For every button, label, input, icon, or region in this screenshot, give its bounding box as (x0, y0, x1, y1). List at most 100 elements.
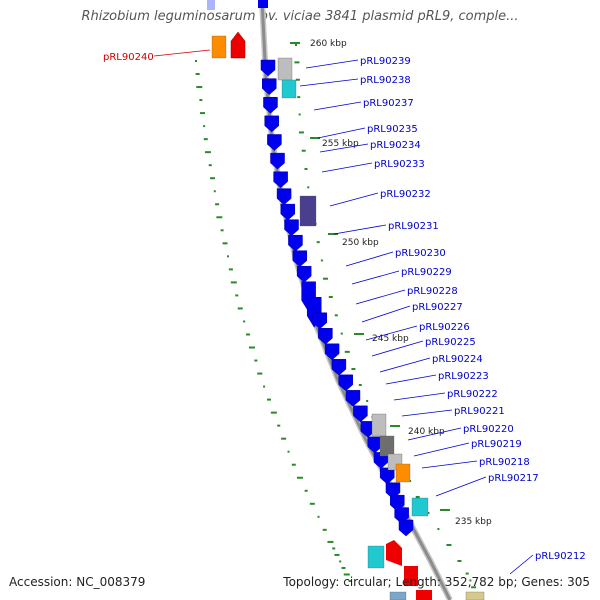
gc-skew-mark (228, 268, 233, 271)
gene-label-prl90212[interactable]: pRL90212 (535, 551, 586, 562)
leader-line (413, 442, 470, 457)
scale-tick-label: 250 kbp (342, 238, 379, 248)
leader-line (371, 340, 424, 357)
scale-tick-label: 240 kbp (408, 427, 445, 437)
gene-label-prl90231[interactable]: pRL90231 (388, 221, 439, 232)
gene-label-prl90237[interactable]: pRL90237 (363, 98, 414, 109)
gene-label-prl90221[interactable]: pRL90221 (454, 406, 505, 417)
scale-tick-label: 255 kbp (322, 139, 359, 149)
leader-line (317, 127, 366, 139)
gc-content-mark (358, 384, 362, 386)
gene-label-prl90228[interactable]: pRL90228 (407, 286, 458, 297)
gene-label-prl90238[interactable]: pRL90238 (360, 75, 411, 86)
gc-skew-mark (226, 255, 229, 258)
gc-content-mark (465, 572, 469, 575)
highlight-gene-arrow (230, 31, 246, 59)
gc-skew-mark (222, 242, 228, 245)
gc-content-mark (351, 368, 356, 370)
gene-arrow (292, 250, 308, 268)
gc-content-mark (295, 78, 300, 81)
gc-skew-mark (235, 294, 239, 297)
leader-line (379, 357, 431, 373)
leader-line (355, 289, 406, 305)
gc-content-mark (328, 296, 333, 298)
gc-skew-mark (237, 307, 243, 310)
gene-arrow (280, 203, 296, 221)
gene-arrow (379, 467, 395, 485)
gene-arrow (296, 265, 312, 283)
gc-content-mark (366, 400, 369, 402)
gene-label-prl90229[interactable]: pRL90229 (401, 267, 452, 278)
gene-label-prl90219[interactable]: pRL90219 (471, 439, 522, 450)
gene-label-prl90226[interactable]: pRL90226 (419, 322, 470, 333)
gc-skew-mark (243, 320, 246, 323)
gene-label-prl90220[interactable]: pRL90220 (463, 424, 514, 435)
gene-label-prl90223[interactable]: pRL90223 (438, 371, 489, 382)
leader-line (313, 101, 362, 111)
gc-skew-mark (248, 346, 255, 349)
gc-skew-mark (195, 73, 200, 76)
gc-content-mark (340, 332, 343, 335)
highlight-gene-block (404, 566, 418, 586)
gene-arrow (312, 312, 328, 330)
gc-skew-mark (287, 450, 290, 453)
gc-skew-mark (203, 125, 206, 128)
leader-line (319, 143, 369, 153)
leader-line (299, 78, 359, 87)
scale-tick-label: 245 kbp (372, 334, 409, 344)
blue-gray-feature-box (389, 591, 407, 600)
gc-skew-mark (277, 424, 281, 427)
label-leaders (153, 49, 534, 575)
gene-label-prl90240[interactable]: pRL90240 (103, 52, 154, 63)
gc-content-mark (323, 277, 329, 280)
gene-arrow (367, 436, 383, 454)
gene-arrow (288, 234, 303, 252)
dark-gray-feature-box (379, 435, 395, 457)
gene-arrow (270, 152, 285, 170)
gc-skew-mark (196, 86, 203, 89)
gene-label-prl90227[interactable]: pRL90227 (412, 302, 463, 313)
gc-skew-mark (304, 489, 308, 492)
gene-label-prl90235[interactable]: pRL90235 (367, 124, 418, 135)
gene-label-prl90239[interactable]: pRL90239 (360, 56, 411, 67)
gc-content-mark (344, 350, 350, 353)
gc-skew-mark (204, 151, 211, 154)
leader-line (509, 554, 534, 575)
gene-arrow (324, 343, 340, 361)
gene-arrow (267, 134, 282, 151)
gc-content-mark (446, 544, 452, 546)
gene-label-prl90233[interactable]: pRL90233 (374, 159, 425, 170)
gc-skew-mark (309, 502, 315, 505)
genome-stats-text: Topology: circular; Length: 352,782 bp; … (283, 575, 590, 589)
gene-label-prl90222[interactable]: pRL90222 (447, 389, 498, 400)
purple-feature-box (299, 195, 317, 227)
gene-label-prl90218[interactable]: pRL90218 (479, 457, 530, 468)
gc-skew-mark (203, 138, 208, 141)
gray-feature-box (371, 413, 387, 437)
gene-label-prl90224[interactable]: pRL90224 (432, 354, 483, 365)
gc-skew-mark (254, 359, 258, 362)
gene-label-prl90234[interactable]: pRL90234 (370, 140, 421, 151)
gene-label-prl90232[interactable]: pRL90232 (380, 189, 431, 200)
gc-skew-mark (327, 540, 334, 543)
gc-skew-mark (230, 281, 237, 284)
gc-skew-mark (246, 333, 251, 336)
gene-arrow (276, 188, 292, 205)
map-title: Rhizobium leguminosarum bv. viciae 3841 … (81, 9, 519, 24)
gene-label-prl90225[interactable]: pRL90225 (425, 337, 476, 348)
gc-content-mark (334, 314, 338, 317)
gc-skew-mark (291, 463, 296, 466)
feature-track (207, 0, 485, 600)
highlight-gene-arrow (386, 540, 402, 566)
leader-line (435, 476, 487, 497)
gene-label-prl90230[interactable]: pRL90230 (395, 248, 446, 259)
gene-label-prl90217[interactable]: pRL90217 (488, 473, 539, 484)
accession-text: Accession: NC_008379 (9, 575, 146, 589)
gc-content-mark (437, 528, 440, 530)
gc-content-mark (469, 579, 472, 582)
gene-arrow (261, 78, 277, 95)
gc-content-mark (297, 96, 301, 99)
leader-line (153, 49, 211, 57)
tan-feature-box (465, 591, 485, 600)
